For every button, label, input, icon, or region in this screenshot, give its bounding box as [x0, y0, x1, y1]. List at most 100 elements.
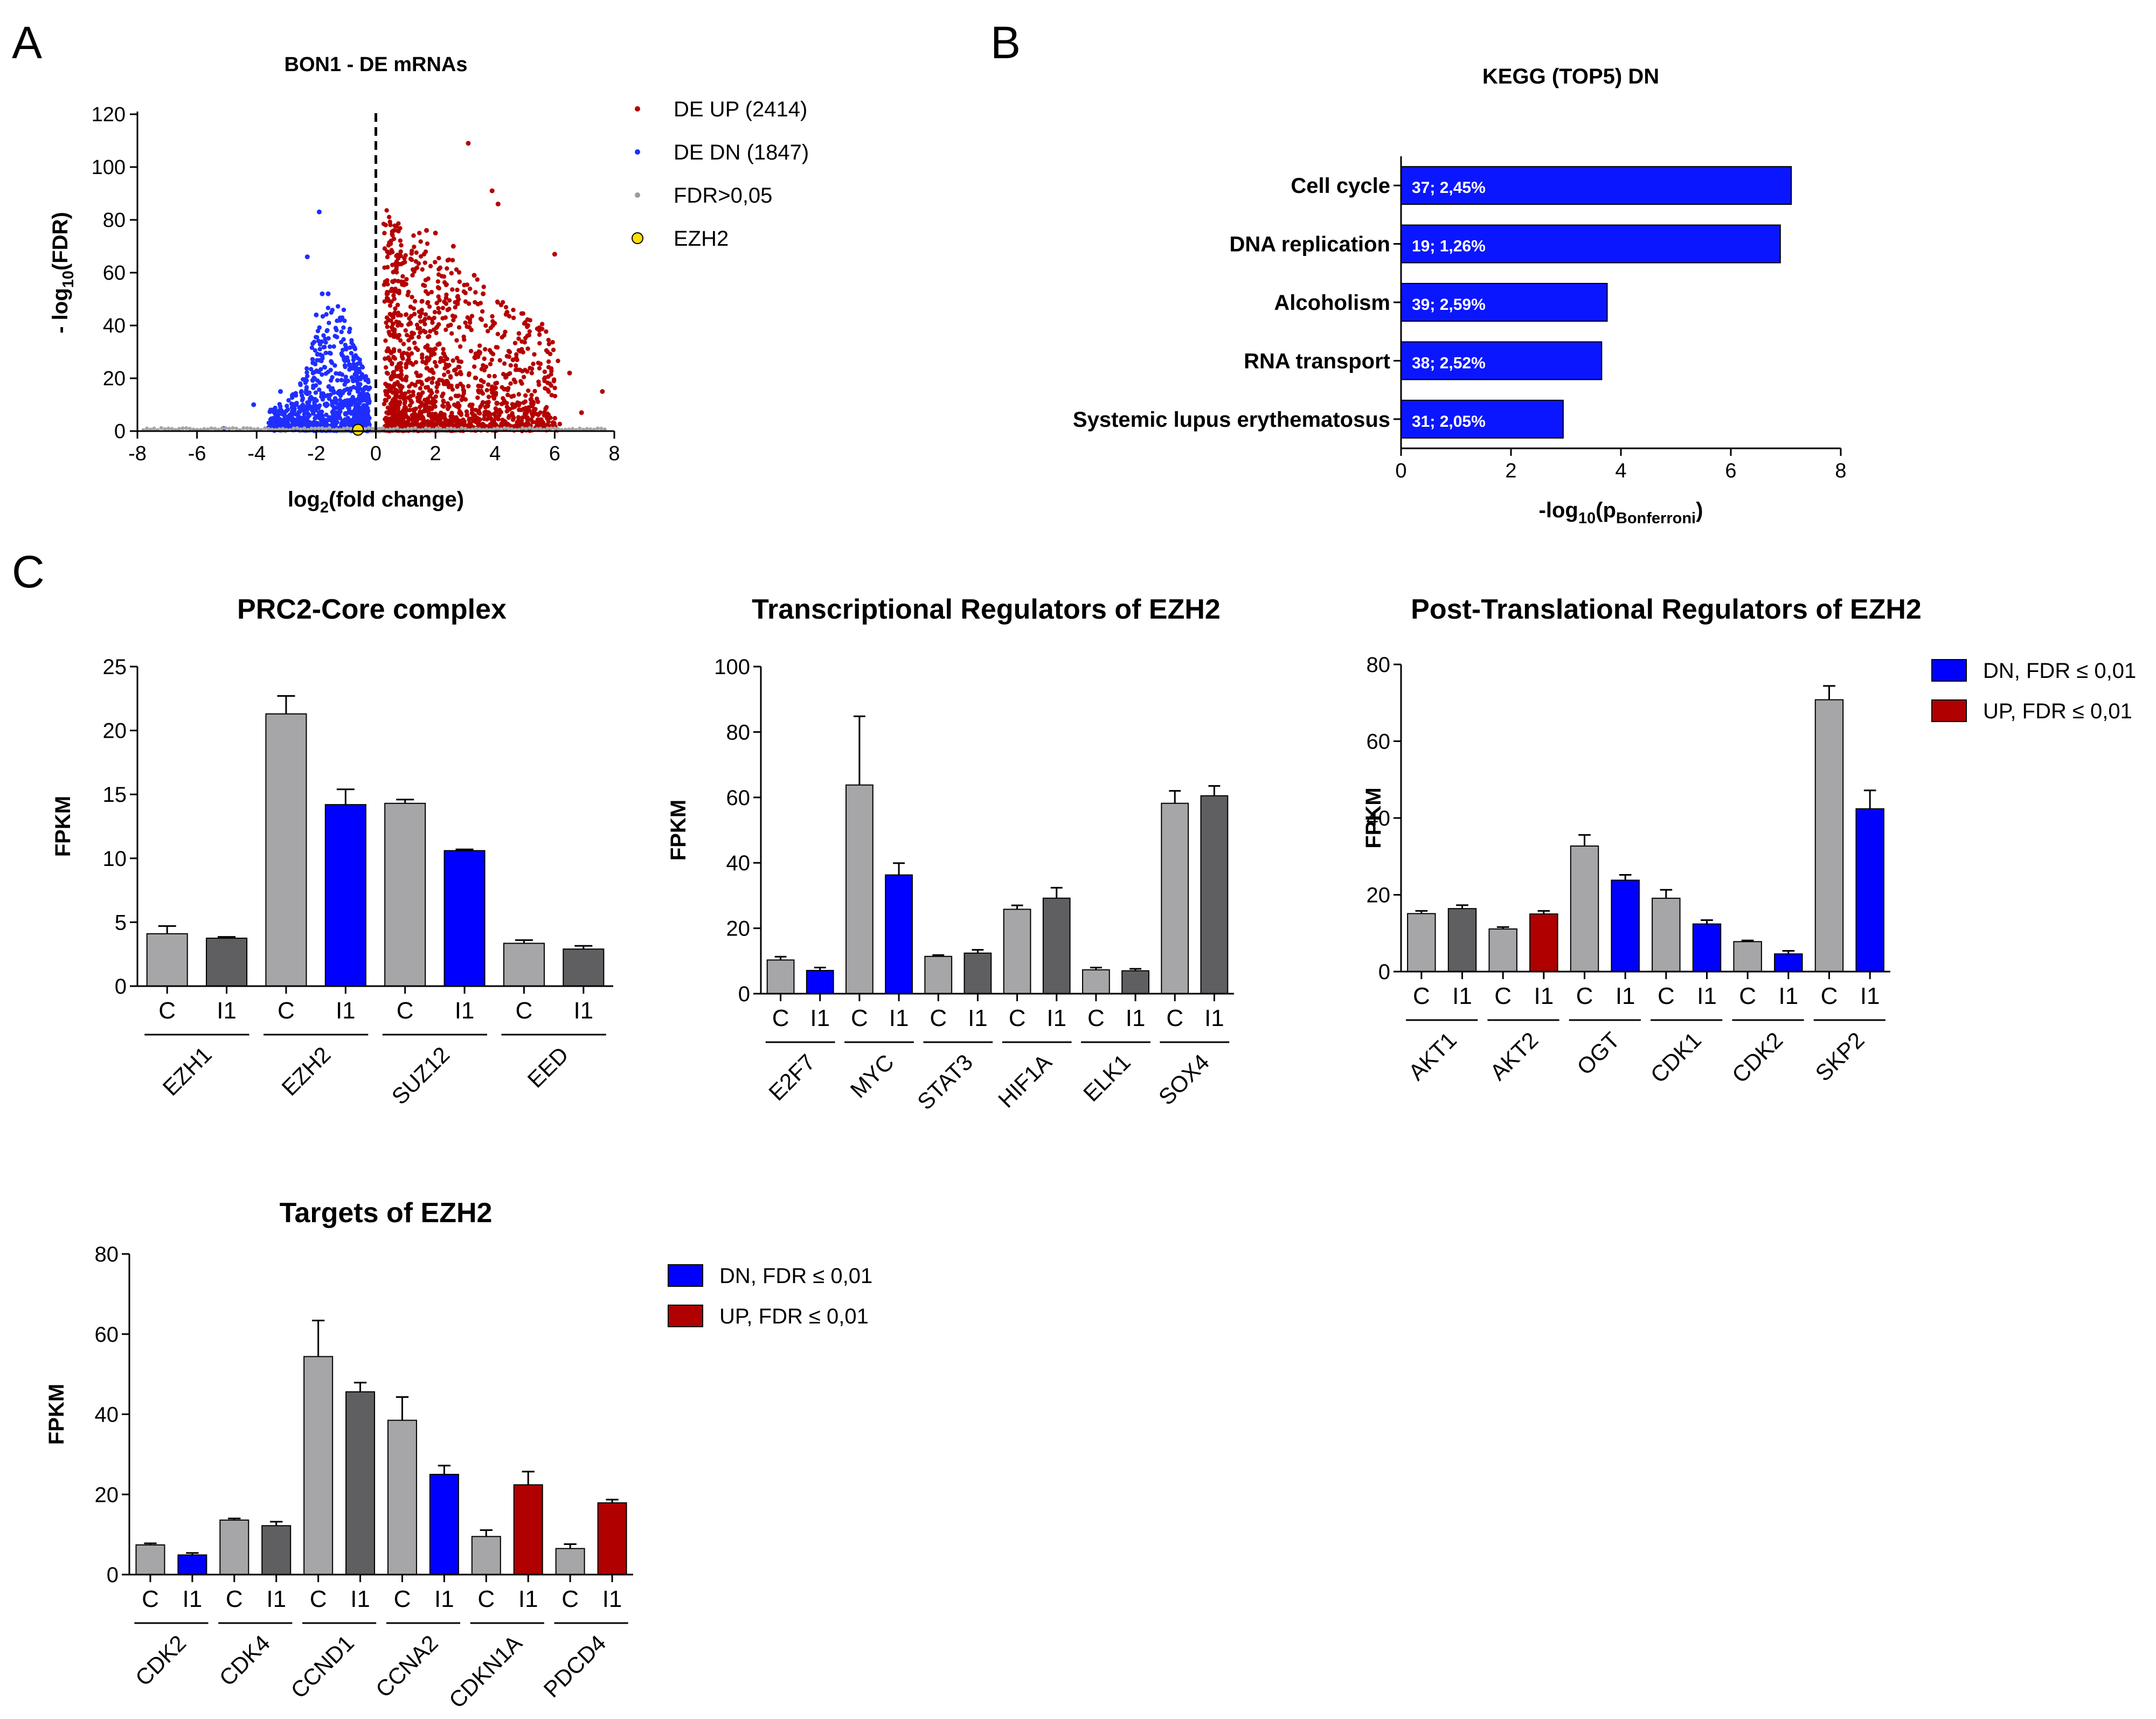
volcano-point-up	[449, 383, 454, 389]
volcano-point-up	[398, 226, 403, 231]
volcano-point-dn	[321, 391, 325, 396]
panel-letter-b: B	[990, 17, 1021, 68]
volcano-y-label-part: - log	[48, 288, 72, 333]
volcano-point-up	[479, 378, 484, 383]
volcano-point-dn	[343, 378, 348, 383]
volcano-point-up	[390, 405, 395, 411]
volcano-x-label-part: (fold change)	[329, 488, 464, 511]
targets-bar	[261, 1525, 292, 1575]
volcano-point-up	[391, 347, 397, 352]
targets-bar	[429, 1474, 459, 1575]
volcano-point-up	[415, 398, 420, 404]
volcano-point-ns	[491, 427, 496, 431]
volcano-point-up	[426, 413, 431, 418]
volcano-point-up	[447, 418, 452, 423]
volcano-point-up	[422, 260, 427, 265]
volcano-point-up	[526, 408, 532, 413]
volcano-point-up	[412, 422, 418, 427]
volcano-point-dn	[327, 384, 331, 389]
transcriptional-bar	[1161, 802, 1189, 994]
volcano-point-dn	[361, 387, 366, 392]
volcano-point-up	[507, 314, 512, 319]
volcano-point-up	[385, 265, 390, 270]
volcano-point-dn	[331, 408, 336, 414]
volcano-point-up	[434, 385, 439, 390]
volcano-point-dn	[289, 418, 294, 422]
volcano-point-up	[537, 328, 542, 333]
volcano-point-up	[403, 328, 408, 333]
volcano-point-ns	[309, 426, 314, 431]
volcano-point-up	[456, 325, 462, 330]
volcano-point-up	[539, 322, 545, 327]
kegg-x-label: -log10(pBonferroni)	[1539, 498, 1703, 527]
volcano-point-up	[532, 389, 537, 394]
volcano-y-tick-label: 100	[92, 156, 126, 179]
volcano-point-up	[394, 259, 399, 264]
volcano-point-up	[396, 409, 401, 414]
volcano-point-up	[433, 417, 439, 422]
volcano-point-up	[465, 412, 470, 418]
volcano-point-ns	[392, 427, 396, 431]
volcano-point-up	[549, 366, 554, 371]
volcano-point-up	[383, 338, 388, 343]
panel-letter-a: A	[12, 17, 42, 68]
volcano-point-up	[415, 373, 420, 378]
targets-condition-label: C	[142, 1586, 159, 1612]
targets-bar	[555, 1548, 585, 1575]
volcano-point-ns	[585, 427, 589, 431]
volcano-point-up	[482, 413, 487, 418]
volcano-point-up	[473, 376, 479, 380]
volcano-point-dn	[344, 411, 350, 416]
volcano-point-up	[391, 355, 396, 359]
prc2-y-tick-label: 15	[103, 783, 127, 807]
volcano-point-up	[404, 378, 408, 383]
fdr-legend-post-translational: DN, FDR ≤ 0,01 UP, FDR ≤ 0,01	[1931, 659, 2136, 723]
transcriptional-gene-label: MYC	[845, 1049, 899, 1103]
volcano-point-up	[505, 392, 510, 398]
volcano-point-up	[531, 362, 536, 366]
transcriptional-y-tick-label: 0	[738, 982, 750, 1006]
targets-gene-label: CDK4	[214, 1630, 275, 1690]
volcano-point-up	[480, 421, 486, 427]
volcano-point-up	[475, 354, 481, 359]
volcano-point-up	[414, 322, 420, 328]
volcano-point-up	[482, 356, 487, 361]
volcano-point-up	[486, 382, 491, 387]
volcano-point-up	[495, 331, 501, 337]
volcano-point-dn	[320, 372, 324, 377]
kegg-bar-chart: KEGG (TOP5) DN 37; 2,45% Cell cycle 19; 1,2…	[1073, 65, 1847, 527]
volcano-point-up	[519, 311, 524, 316]
volcano-point-up	[435, 342, 440, 347]
volcano-point-up	[556, 358, 560, 363]
targets-y-tick-label: 80	[95, 1243, 119, 1266]
volcano-point-up	[531, 401, 536, 406]
volcano-point-dn	[351, 385, 356, 390]
transcriptional-condition-label: C	[851, 1005, 868, 1031]
prc2-condition-label: C	[516, 997, 533, 1024]
volcano-point-up	[504, 400, 509, 406]
volcano-point-up	[425, 420, 429, 425]
volcano-point-up	[447, 298, 452, 303]
volcano-point-up	[401, 396, 406, 401]
volcano-point-up	[405, 293, 410, 297]
volcano-point-dn	[325, 403, 330, 407]
volcano-point-ns	[445, 426, 449, 431]
volcano-point-dn	[311, 339, 317, 344]
volcano-point-dn	[307, 390, 312, 395]
volcano-point-ns	[499, 427, 503, 432]
volcano-point-up	[394, 289, 399, 294]
volcano-point-up	[525, 418, 530, 423]
volcano-point-ns	[170, 427, 174, 431]
volcano-point-dn	[304, 366, 309, 371]
volcano-point-up	[536, 361, 541, 365]
volcano-point-up	[495, 401, 500, 406]
volcano-point-up	[386, 214, 392, 219]
volcano-point-ns	[452, 427, 457, 431]
volcano-point-up	[436, 294, 441, 299]
kegg-x-label-part: Bonferroni	[1616, 510, 1696, 527]
volcano-point-ns	[410, 427, 414, 431]
kegg-bar	[1401, 283, 1608, 322]
volcano-point-up	[493, 406, 498, 411]
volcano-point-up	[432, 359, 438, 365]
